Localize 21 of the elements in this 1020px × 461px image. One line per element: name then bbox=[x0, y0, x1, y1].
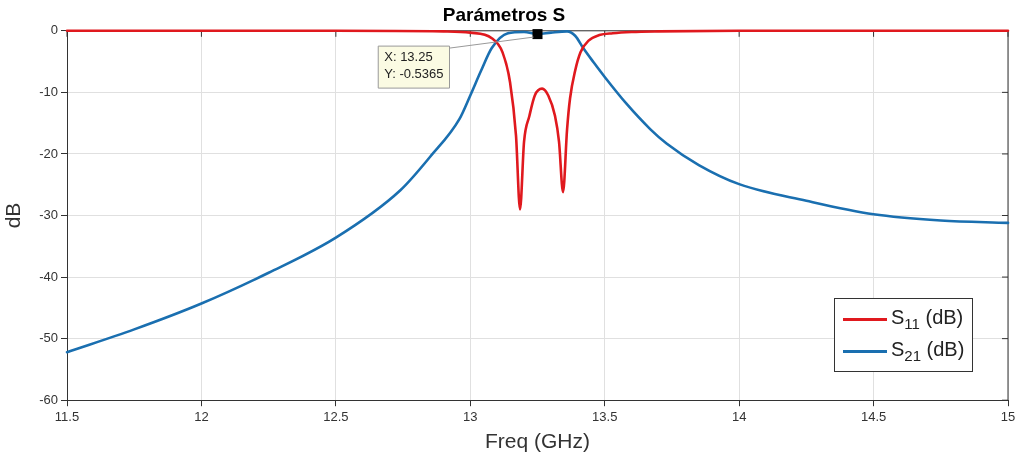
y-tick-label: -20 bbox=[39, 145, 58, 161]
x-tick-label: 12.5 bbox=[323, 408, 349, 424]
x-tick-label: 14.5 bbox=[860, 408, 887, 424]
x-axis-title: Freq (GHz) bbox=[485, 429, 590, 453]
x-tick-label: 12 bbox=[194, 408, 209, 424]
x-tick-label: 11.5 bbox=[54, 408, 80, 424]
y-tick-label: -60 bbox=[39, 391, 58, 407]
y-tick-label: -50 bbox=[39, 330, 58, 346]
chart-title: Parámetros S bbox=[442, 3, 566, 25]
x-tick-label: 13.5 bbox=[592, 408, 618, 424]
y-axis-title: dB bbox=[1, 202, 25, 229]
x-tick-label: 13 bbox=[463, 408, 478, 424]
legend-label: S$_{21}$ (dB) bbox=[891, 338, 965, 365]
legend-label: S$_{11}$ (dB) bbox=[891, 306, 964, 333]
y-tick-label: -40 bbox=[39, 268, 58, 284]
y-tick-label: 0 bbox=[50, 22, 58, 38]
annotation: X: 13.25 Y: -0.5365 bbox=[384, 49, 444, 82]
y-tick-label: -10 bbox=[39, 83, 58, 99]
x-tick-label: 14 bbox=[731, 408, 747, 424]
y-tick-label: -30 bbox=[39, 207, 58, 223]
x-tick-label: 15 bbox=[1000, 408, 1016, 424]
